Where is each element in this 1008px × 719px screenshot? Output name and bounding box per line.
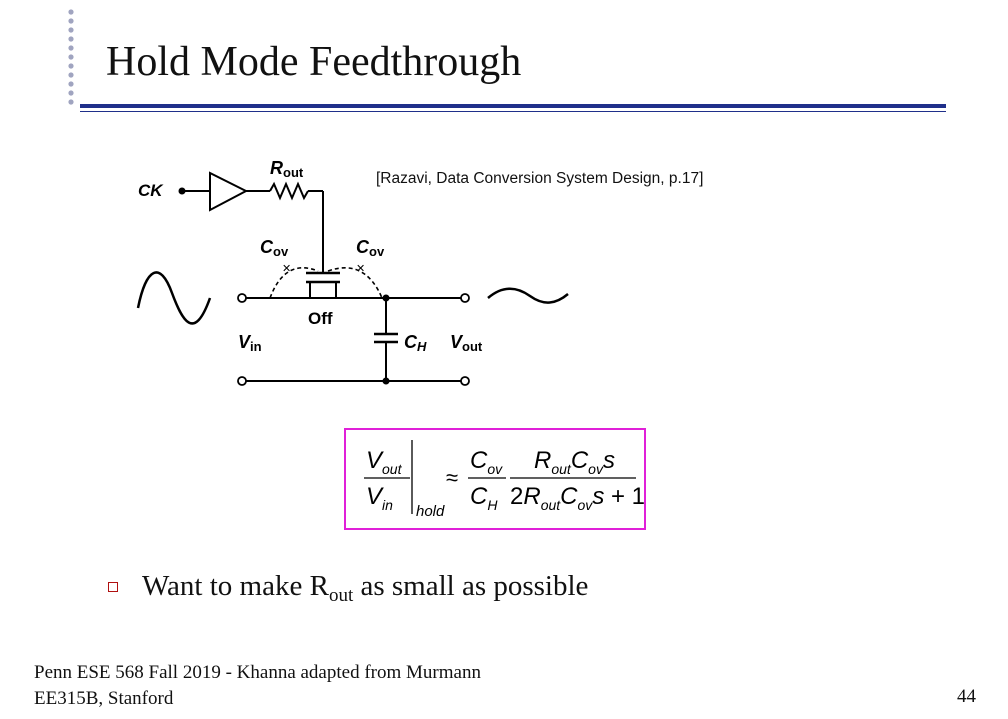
figure-citation: [Razavi, Data Conversion System Design, …: [376, 170, 704, 187]
off-label: Off: [308, 309, 333, 328]
ck-label: CK: [138, 181, 164, 200]
slide-title: Hold Mode Feedthrough: [106, 39, 522, 85]
output-feedthrough-wave: [487, 287, 569, 304]
resistor-rout: [269, 181, 309, 201]
title-underline-thin: [80, 111, 946, 112]
rout-label: Rout: [270, 158, 304, 180]
svg-text:Cov: Cov: [470, 447, 503, 477]
footer-line-1: Penn ESE 568 Fall 2019 - Khanna adapted …: [34, 662, 481, 683]
bullet-square-icon: [108, 582, 118, 592]
feedthrough-equation-box: Vout Vin hold ≈ Cov CH RoutCovs 2RoutCov…: [344, 428, 646, 530]
vout-bottom-terminal: [460, 376, 470, 386]
buffer-symbol: [209, 171, 249, 212]
bullet-point: Want to make Rout as small as possible: [142, 570, 589, 606]
vin-label: Vin: [238, 332, 262, 354]
svg-text:hold: hold: [416, 503, 445, 520]
svg-text:Vin: Vin: [366, 483, 393, 513]
svg-text:✕: ✕: [282, 263, 291, 275]
decorative-dot-column: [68, 9, 74, 105]
svg-text:RoutCovs: RoutCovs: [534, 447, 615, 477]
vout-top-terminal: [460, 293, 470, 303]
page-number: 44: [957, 686, 976, 707]
feedthrough-equation: Vout Vin hold ≈ Cov CH RoutCovs 2RoutCov…: [364, 440, 645, 520]
cov-right-label: Cov: [356, 237, 385, 259]
input-sine-wave: [136, 271, 212, 325]
svg-text:≈: ≈: [446, 465, 458, 490]
svg-text:2RoutCovs + 1: 2RoutCovs + 1: [510, 483, 644, 513]
svg-text:CH: CH: [470, 483, 498, 513]
cov-left-label: Cov: [260, 237, 289, 259]
svg-text:✕: ✕: [356, 263, 365, 275]
svg-text:Vout: Vout: [366, 447, 403, 477]
vin-bottom-terminal: [237, 376, 247, 386]
ch-label: CH: [404, 332, 427, 354]
vin-top-terminal: [237, 293, 247, 303]
ck-terminal: [178, 187, 186, 195]
footer-line-2: EE315B, Stanford: [34, 688, 174, 709]
title-underline: [80, 104, 946, 108]
cov-left-dashed: [269, 267, 319, 299]
vout-label: Vout: [450, 332, 483, 354]
sample-hold-circuit-figure: CK Rout ✕ ✕ Cov Cov Off CH Vout Vin: [136, 158, 569, 386]
slide-footer: Penn ESE 568 Fall 2019 - Khanna adapted …: [34, 660, 481, 712]
